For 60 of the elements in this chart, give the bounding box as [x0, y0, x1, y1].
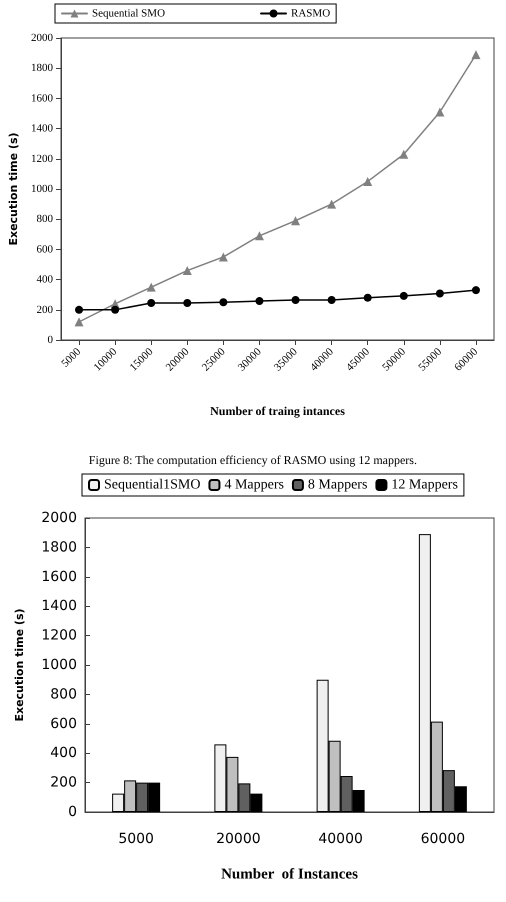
point — [472, 286, 480, 294]
y-tick-label: 400 — [36, 274, 54, 286]
point — [363, 176, 372, 186]
point — [183, 299, 192, 308]
point — [399, 150, 408, 159]
y-axis-title: Execution time (s) — [13, 608, 26, 722]
y-tick-label: 2000 — [31, 32, 54, 44]
y-tick-label: 1800 — [31, 62, 54, 74]
x-tick-label: 20000 — [216, 831, 261, 847]
point — [400, 292, 408, 300]
y-tick-label: 600 — [36, 243, 54, 256]
y-tick-label: 2000 — [41, 510, 77, 526]
y-tick-label: 0 — [68, 804, 77, 820]
point — [435, 107, 444, 116]
x-tick-label: 60000 — [420, 831, 466, 847]
point — [471, 50, 480, 60]
point — [182, 266, 192, 276]
y-tick-label: 600 — [50, 716, 77, 732]
legend-label: Sequential SMO — [92, 8, 166, 20]
point — [219, 298, 228, 306]
y-tick-label: 1000 — [31, 183, 54, 195]
point — [147, 299, 156, 308]
y-axis-title: Execution time (s) — [7, 132, 20, 246]
point — [327, 200, 336, 209]
point — [291, 216, 300, 226]
point — [364, 294, 372, 302]
legend-label: RASMO — [291, 8, 330, 20]
y-tick-label: 1400 — [31, 122, 54, 135]
point — [328, 296, 336, 304]
legend-label: Sequential1SMO — [104, 478, 200, 492]
point — [111, 306, 120, 314]
point — [218, 252, 228, 262]
y-tick-label: 800 — [50, 686, 77, 702]
y-tick-label: 400 — [50, 745, 77, 762]
point — [146, 282, 156, 292]
y-tick-label: 1200 — [31, 152, 54, 165]
legend-label: 12 Mappers — [391, 478, 458, 492]
y-tick-label: 200 — [50, 774, 77, 791]
legend-label: 4 Mappers — [224, 478, 284, 492]
y-tick-label: 0 — [48, 334, 54, 346]
caption: Figure 8: The computation efficiency of RASMO using 12 mappers. — [88, 453, 417, 467]
point — [255, 297, 264, 306]
point — [292, 296, 300, 304]
point — [74, 317, 84, 326]
y-tick-label: 1600 — [31, 92, 54, 104]
y-tick-label: 1800 — [41, 539, 77, 556]
y-tick-label: 800 — [36, 213, 54, 226]
y-tick-label: 1600 — [41, 568, 77, 585]
y-tick-label: 1200 — [41, 628, 77, 644]
x-axis-title: Number of traing intances — [210, 404, 346, 418]
y-tick-label: 1400 — [41, 598, 77, 614]
x-axis-title: Number of Instances — [221, 866, 358, 882]
x-tick-label: 5000 — [118, 831, 154, 847]
y-tick-label: 1000 — [41, 657, 77, 673]
point — [75, 306, 84, 314]
point — [254, 231, 264, 240]
point — [436, 289, 444, 298]
x-tick-label: 40000 — [318, 831, 363, 847]
legend-label: 8 Mappers — [308, 478, 368, 492]
y-tick-label: 200 — [36, 304, 54, 316]
